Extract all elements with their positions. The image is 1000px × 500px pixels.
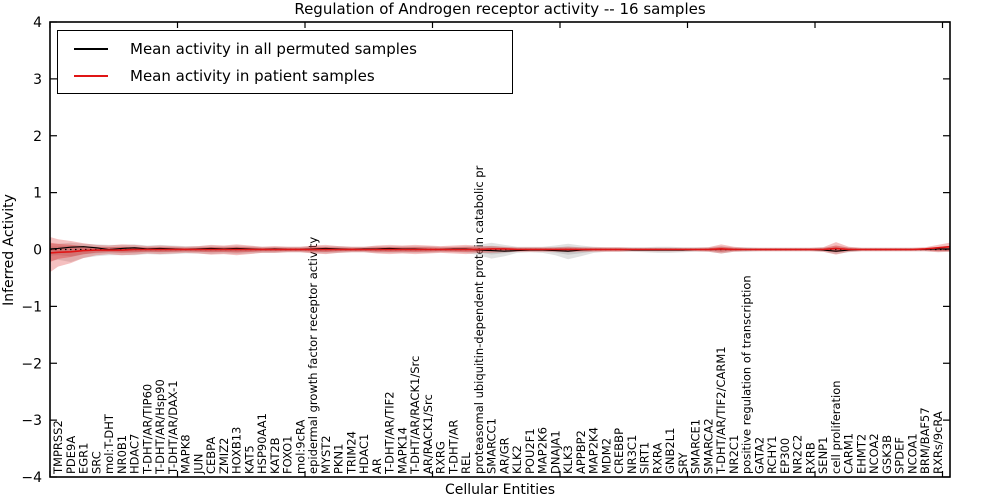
permuted-line-swatch xyxy=(74,47,108,50)
x-tick-label: SMARCA2 xyxy=(701,418,715,474)
x-tick-label: HOXB13 xyxy=(230,427,244,474)
x-tick-label: T-DHT/AR/TIF2 xyxy=(383,391,397,475)
x-tick-label: ZMIZ2 xyxy=(217,438,231,474)
x-tick-label: BRM/BAF57 xyxy=(918,407,932,474)
y-tick-label: −3 xyxy=(21,413,42,429)
x-tick-label: REL xyxy=(459,452,473,474)
x-tick-label: MYST2 xyxy=(319,435,333,474)
x-tick-label: T-DHT/AR/TIF2/CARM1 xyxy=(714,346,728,475)
x-tick-label: EHMT2 xyxy=(855,434,869,474)
x-tick-label: proteasomal ubiquitin-dependent protein … xyxy=(472,165,486,474)
x-tick-label: SENP1 xyxy=(816,437,830,474)
x-tick-label: epidermal growth factor receptor activit… xyxy=(306,237,320,474)
x-axis-title: Cellular Entities xyxy=(444,482,556,498)
x-tick-label: AR/GR xyxy=(497,437,511,474)
x-tick-label: NR2C2 xyxy=(791,435,805,474)
x-tick-label: POU2F1 xyxy=(523,428,537,474)
x-tick-label: MDM2 xyxy=(599,438,613,474)
x-tick-label: TRIM24 xyxy=(344,431,358,475)
x-tick-label: T-DHT/AR/TIP60 xyxy=(140,384,154,475)
x-tick-label: FOXO1 xyxy=(281,436,295,474)
x-tick-label: T-DHT/AR/RACK1/Src xyxy=(408,356,422,475)
x-tick-label: T-DHT/AR/DAX-1 xyxy=(166,380,180,475)
y-tick-label: −2 xyxy=(21,356,42,372)
x-tick-label: NCOA1 xyxy=(906,433,920,474)
x-tick-label: RXRG xyxy=(434,441,448,474)
y-tick-label: −4 xyxy=(21,470,42,486)
x-tick-label: KAT2B xyxy=(268,437,282,474)
x-tick-label: APPBP2 xyxy=(574,430,588,474)
x-tick-label: SMARCE1 xyxy=(689,419,703,474)
x-tick-label: HSP90AA1 xyxy=(255,413,269,474)
x-tick-label: cell proliferation xyxy=(829,380,843,474)
x-tick-label: T-DHT/AR xyxy=(446,420,460,475)
x-tick-label: RXRB xyxy=(804,442,818,474)
x-tick-label: GATA2 xyxy=(752,437,766,474)
patient-band xyxy=(50,236,950,273)
patient-band xyxy=(50,242,950,263)
x-tick-label: RCHY1 xyxy=(765,436,779,474)
y-tick-label: 2 xyxy=(33,129,42,145)
x-tick-label: NR2C1 xyxy=(727,435,741,474)
x-tick-label: MAPK14 xyxy=(395,427,409,474)
x-tick-label: GSK3B xyxy=(880,435,894,474)
x-tick-label: HDAC7 xyxy=(128,434,142,474)
x-tick-label: mol:9cRA xyxy=(293,420,307,474)
x-tick-label: NR0B1 xyxy=(115,435,129,474)
y-tick-label: 4 xyxy=(33,15,42,31)
x-tick-label: SRC xyxy=(89,451,103,474)
x-tick-label: NR3C1 xyxy=(625,435,639,474)
y-tick-label: 1 xyxy=(33,186,42,202)
x-tick-label: SPDEF xyxy=(893,437,907,474)
x-tick-label: AR/RACK1/Src xyxy=(421,394,435,474)
x-tick-label: JUN xyxy=(191,454,205,475)
x-tick-label: CARM1 xyxy=(842,433,856,474)
x-tick-label: mol:T-DHT xyxy=(102,413,116,474)
x-tick-label: CEBPA xyxy=(204,437,218,474)
x-tick-label: CREBBP xyxy=(612,428,626,474)
x-tick-label: NCOA2 xyxy=(867,433,881,474)
legend-item-permuted: Mean activity in all permuted samples xyxy=(58,37,512,61)
x-tick-label: MAP2K4 xyxy=(587,427,601,474)
x-tick-labels: TMPRSS2PDE9AEGR1SRCmol:T-DHTNR0B1HDAC7T-… xyxy=(51,165,945,475)
x-tick-label: RXRA xyxy=(650,443,664,474)
x-tick-label: SIRT1 xyxy=(638,442,652,474)
x-tick-label: SRY xyxy=(676,451,690,474)
x-tick-label: DNAJA1 xyxy=(548,430,562,474)
x-tick-label: EP300 xyxy=(778,438,792,474)
y-tick-label: −1 xyxy=(21,299,42,315)
legend: Mean activity in all permuted samples Me… xyxy=(57,30,513,94)
x-tick-label: KLK2 xyxy=(510,445,524,474)
y-tick-label: 3 xyxy=(33,72,42,88)
x-tick-label: KLK3 xyxy=(561,445,575,474)
x-tick-label: TMPRSS2 xyxy=(51,420,65,475)
x-tick-label: MAP2K6 xyxy=(536,427,550,474)
x-tick-label: PDE9A xyxy=(64,436,78,474)
axes-frame xyxy=(49,21,951,478)
y-tick-label: 0 xyxy=(33,243,42,259)
x-tick-label: MAPK8 xyxy=(179,434,193,474)
x-tick-label: EGR1 xyxy=(77,443,91,475)
x-tick-label: PKN1 xyxy=(332,444,346,474)
x-tick-label: KAT5 xyxy=(242,445,256,474)
x-tick-label: positive regulation of transcription xyxy=(740,275,754,474)
x-tick-label: RXRs/9cRA xyxy=(931,411,945,474)
patient-mean-line xyxy=(49,245,951,254)
legend-label-patient: Mean activity in patient samples xyxy=(130,66,375,85)
patient-line-swatch xyxy=(74,74,108,77)
x-tick-label: HDAC1 xyxy=(357,434,371,474)
x-tick-label: T-DHT/AR/Hsp90 xyxy=(153,379,167,475)
x-tick-label: SMARCC1 xyxy=(485,418,499,474)
legend-label-permuted: Mean activity in all permuted samples xyxy=(130,39,417,58)
legend-item-patient: Mean activity in patient samples xyxy=(58,64,512,88)
permuted-band xyxy=(50,242,950,262)
x-tick-label: AR xyxy=(370,458,384,474)
chart-title: Regulation of Androgen receptor activity… xyxy=(294,0,706,18)
x-tick-label: GNB2L1 xyxy=(663,428,677,474)
